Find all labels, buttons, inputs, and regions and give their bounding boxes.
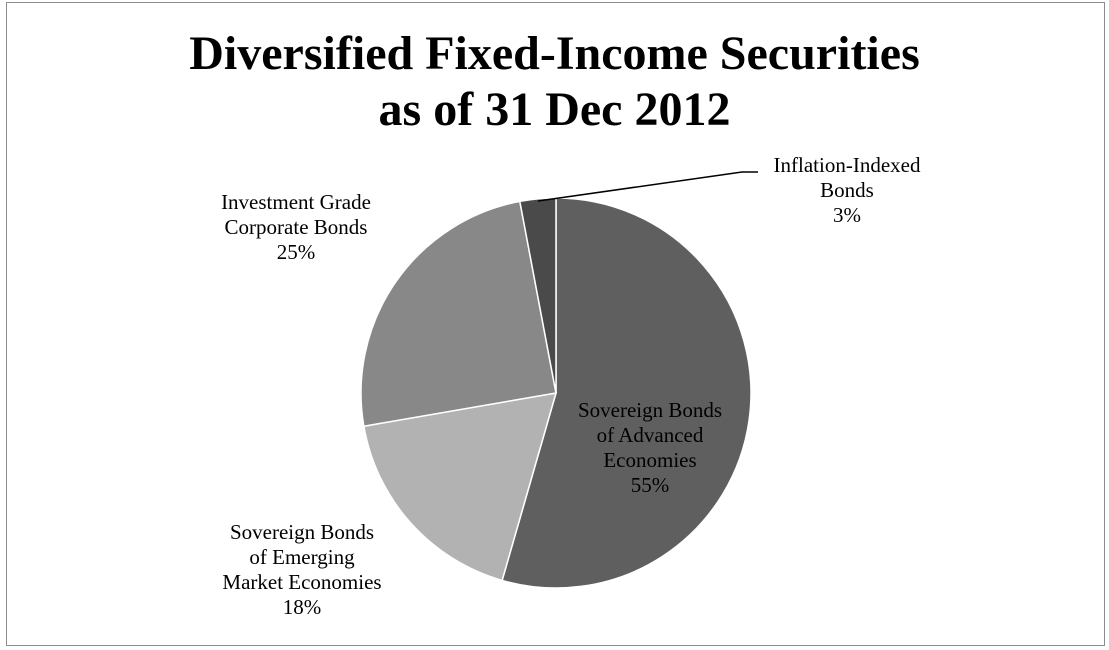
data-label-line: Corporate Bonds [224, 215, 368, 239]
data-label-investment-grade: Investment Grade Corporate Bonds 25% [146, 190, 446, 265]
chart-title: Diversified Fixed-Income Securities as o… [0, 26, 1109, 138]
data-label-line: Market Economies [222, 570, 382, 594]
data-label-inflation-indexed: Inflation-Indexed Bonds 3% [697, 153, 997, 228]
pie-slice-investment-grade [360, 200, 557, 428]
data-label-sovereign-emerging: Sovereign Bonds of Emerging Market Economi… [152, 520, 452, 620]
chart-title-line-1: Diversified Fixed-Income Securities [189, 27, 920, 80]
leader-line-inflation-indexed [537, 171, 758, 202]
data-label-line: Economies [603, 448, 697, 472]
data-label-value: 18% [282, 595, 322, 619]
pie-slice-sovereign-advanced [501, 197, 752, 589]
pie-slice-sovereign-emerging [362, 392, 558, 582]
data-label-value: 25% [276, 240, 316, 264]
data-label-line: Sovereign Bonds [229, 520, 375, 544]
data-label-line: of Advanced [596, 423, 704, 447]
data-label-line: Inflation-Indexed [773, 153, 921, 177]
data-label-line: Investment Grade [221, 190, 371, 214]
data-label-value: 55% [630, 473, 670, 497]
data-label-value: 3% [833, 203, 861, 227]
chart-title-line-2: as of 31 Dec 2012 [378, 83, 731, 136]
data-label-line: Bonds [820, 178, 874, 202]
data-label-line: of Emerging [249, 545, 355, 569]
data-label-line: Sovereign Bonds [577, 398, 723, 422]
data-label-sovereign-advanced: Sovereign Bonds of Advanced Economies 55% [500, 398, 800, 498]
